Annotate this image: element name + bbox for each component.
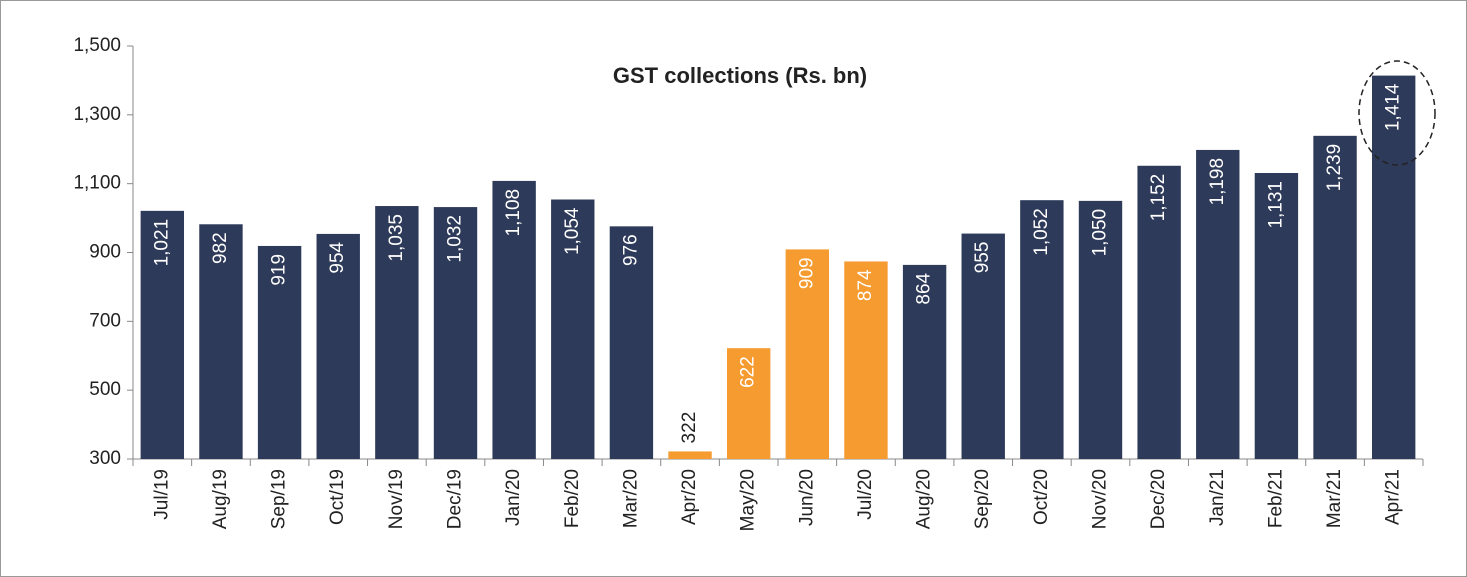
- x-tick-label: Nov/20: [1090, 469, 1111, 529]
- data-label: 954: [327, 241, 348, 273]
- data-label: 1,239: [1324, 144, 1345, 192]
- x-tick-label: Oct/19: [327, 469, 348, 525]
- bar: [1313, 135, 1357, 459]
- bar: [433, 207, 478, 459]
- x-tick-label: Apr/21: [1383, 469, 1404, 525]
- bar: [1254, 172, 1299, 459]
- bar: [1371, 75, 1416, 460]
- data-label: 864: [914, 272, 935, 304]
- data-label: 919: [269, 254, 290, 286]
- x-tick-label: Mar/21: [1324, 469, 1345, 528]
- x-tick-label: May/20: [738, 469, 759, 531]
- data-label: 1,021: [151, 219, 172, 267]
- x-tick-label: Mar/20: [620, 469, 641, 528]
- x-tick-label: Apr/20: [679, 469, 700, 525]
- data-label: 1,152: [1148, 174, 1169, 222]
- x-tick-label: Jul/19: [151, 469, 172, 520]
- data-label: 1,052: [1031, 208, 1052, 256]
- bar: [902, 264, 947, 459]
- x-tick-label: Jan/20: [503, 469, 524, 526]
- data-label: 955: [972, 242, 993, 274]
- x-tick-label: Feb/21: [1265, 469, 1286, 528]
- bar: [257, 245, 302, 459]
- x-tick-label: Jun/20: [796, 469, 817, 526]
- bar: [375, 206, 419, 459]
- x-tick-label: Jan/21: [1207, 469, 1228, 526]
- x-tick-label: Sep/20: [972, 469, 993, 529]
- x-tick-label: Dec/20: [1148, 469, 1169, 529]
- x-tick-label: Aug/19: [210, 469, 231, 529]
- x-tick-label: Oct/20: [1031, 469, 1052, 525]
- bar: [668, 451, 712, 459]
- data-label: 976: [620, 234, 641, 266]
- x-tick-label: Nov/19: [386, 469, 407, 529]
- data-label: 874: [855, 269, 876, 301]
- bar: [844, 261, 888, 459]
- highlight-ellipse: [1358, 60, 1436, 166]
- bar: [199, 224, 243, 459]
- data-label: 1,414: [1383, 83, 1404, 131]
- bar: [1137, 165, 1181, 459]
- y-tick-label: 1,300: [73, 104, 121, 125]
- bar: [1078, 200, 1123, 459]
- y-tick-label: 1,500: [73, 35, 121, 56]
- data-label: 1,108: [503, 189, 524, 237]
- bar: [1020, 200, 1064, 460]
- bar: [609, 226, 654, 459]
- y-tick-label: 900: [89, 242, 121, 263]
- data-label: 1,198: [1207, 158, 1228, 206]
- data-label: 622: [738, 356, 759, 388]
- x-tick-label: Sep/19: [269, 469, 290, 529]
- bar: [1196, 149, 1240, 459]
- bar: [316, 233, 360, 459]
- chart-title: GST collections (Rs. bn): [613, 63, 867, 88]
- y-tick-label: 700: [89, 310, 121, 331]
- bar: [492, 180, 536, 459]
- data-label: 909: [796, 257, 817, 289]
- data-label: 1,131: [1265, 181, 1286, 229]
- bar: [726, 348, 771, 459]
- x-tick-label: Aug/20: [914, 469, 935, 529]
- y-tick-label: 1,100: [73, 173, 121, 194]
- x-tick-label: Dec/19: [445, 469, 466, 529]
- bar: [961, 233, 1005, 459]
- x-tick-label: Jul/20: [855, 469, 876, 520]
- data-label: 1,054: [562, 207, 583, 255]
- bar: [785, 249, 830, 459]
- x-tick-label: Feb/20: [562, 469, 583, 528]
- data-label: 982: [210, 232, 231, 264]
- bar: [140, 210, 185, 459]
- data-label: 1,035: [386, 214, 407, 262]
- y-tick-label: 300: [89, 448, 121, 469]
- data-label: 1,032: [445, 215, 466, 263]
- y-tick-label: 500: [89, 379, 121, 400]
- data-label: 1,050: [1090, 209, 1111, 257]
- bar: [551, 199, 595, 459]
- data-label: 322: [679, 412, 700, 444]
